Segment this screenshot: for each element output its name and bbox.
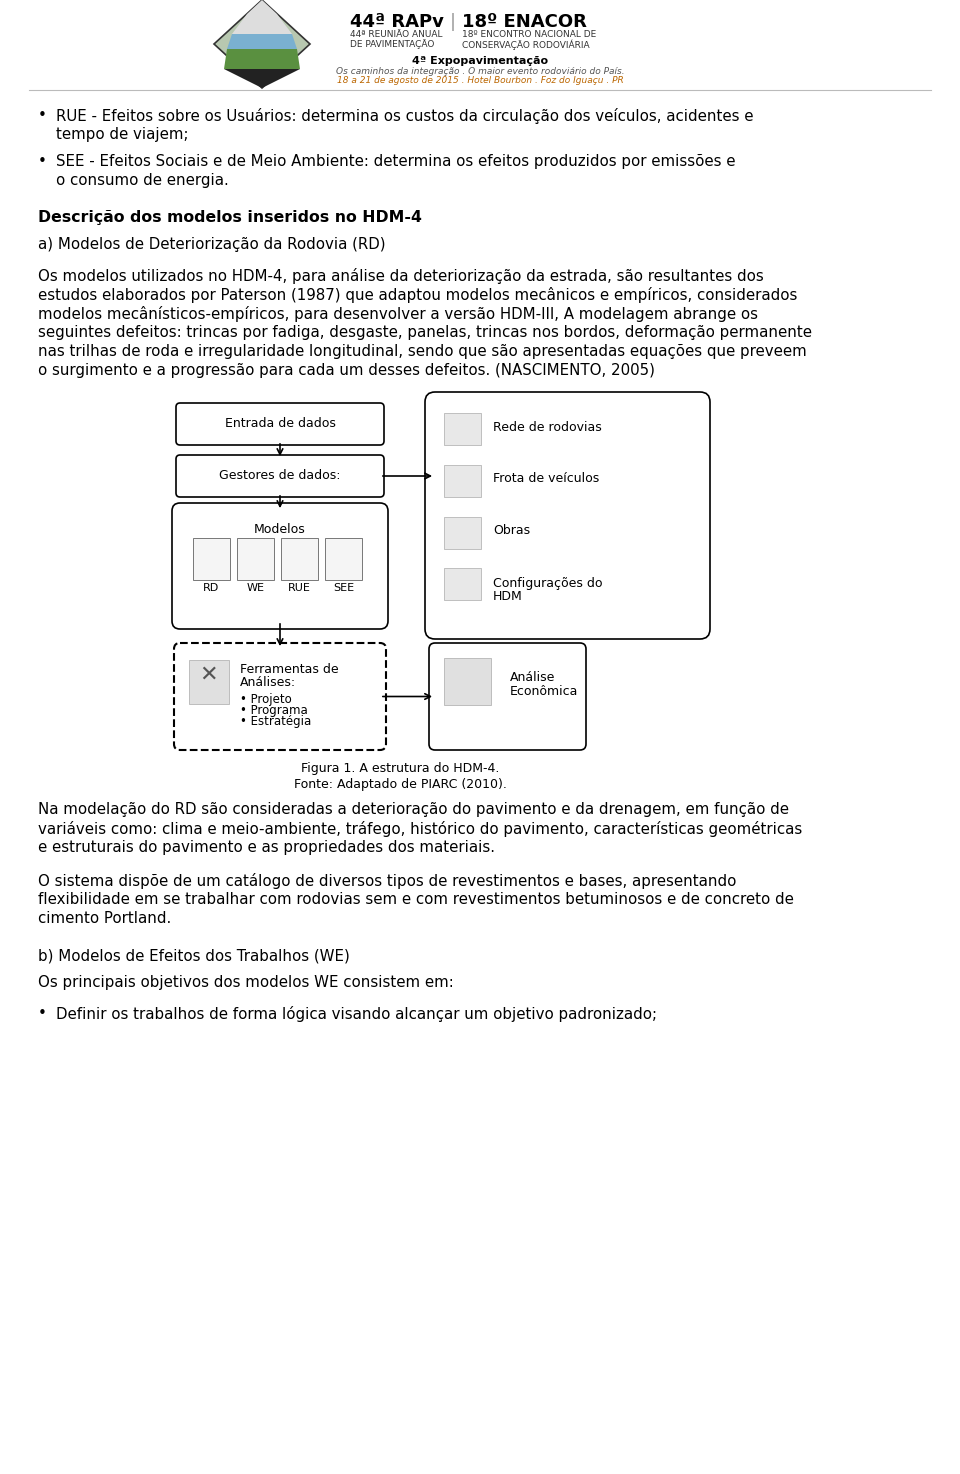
Text: ✕: ✕ — [200, 665, 218, 685]
Text: e estruturais do pavimento e as propriedades dos materiais.: e estruturais do pavimento e as propried… — [38, 840, 495, 855]
Polygon shape — [224, 49, 300, 69]
Text: nas trilhas de roda e irregularidade longitudinal, sendo que são apresentadas eq: nas trilhas de roda e irregularidade lon… — [38, 343, 806, 360]
Text: Gestores de dados:: Gestores de dados: — [219, 469, 341, 482]
FancyBboxPatch shape — [444, 413, 481, 445]
Text: seguintes defeitos: trincas por fadiga, desgaste, panelas, trincas nos bordos, d: seguintes defeitos: trincas por fadiga, … — [38, 324, 812, 340]
Text: 44ª RAPv: 44ª RAPv — [350, 13, 444, 31]
Text: RUE: RUE — [288, 584, 311, 593]
Text: estudos elaborados por Paterson (1987) que adaptou modelos mecânicos e empíricos: estudos elaborados por Paterson (1987) q… — [38, 287, 798, 304]
Text: Rede de rodovias: Rede de rodovias — [493, 420, 602, 433]
Text: cimento Portland.: cimento Portland. — [38, 911, 171, 926]
Polygon shape — [224, 69, 300, 88]
Text: Os principais objetivos dos modelos WE consistem em:: Os principais objetivos dos modelos WE c… — [38, 974, 454, 991]
Text: Econômica: Econômica — [510, 684, 578, 697]
Text: DE PAVIMENTAÇÃO: DE PAVIMENTAÇÃO — [350, 38, 434, 49]
Text: Fonte: Adaptado de PIARC (2010).: Fonte: Adaptado de PIARC (2010). — [294, 778, 507, 792]
FancyBboxPatch shape — [176, 402, 384, 445]
Text: HDM: HDM — [493, 590, 523, 603]
FancyBboxPatch shape — [176, 455, 384, 497]
Text: tempo de viajem;: tempo de viajem; — [56, 127, 188, 142]
Text: Configurações do: Configurações do — [493, 578, 603, 590]
Text: WE: WE — [247, 584, 265, 593]
FancyBboxPatch shape — [281, 538, 318, 579]
Text: Figura 1. A estrutura do HDM-4.: Figura 1. A estrutura do HDM-4. — [300, 762, 499, 775]
Text: •: • — [38, 153, 47, 170]
Text: SEE - Efeitos Sociais e de Meio Ambiente: determina os efeitos produzidos por em: SEE - Efeitos Sociais e de Meio Ambiente… — [56, 153, 735, 170]
Text: flexibilidade em se trabalhar com rodovias sem e com revestimentos betuminosos e: flexibilidade em se trabalhar com rodovi… — [38, 892, 794, 907]
Text: •: • — [38, 1005, 47, 1021]
FancyBboxPatch shape — [444, 657, 491, 705]
Text: Frota de veículos: Frota de veículos — [493, 472, 599, 485]
Text: Obras: Obras — [493, 523, 530, 537]
Text: Análise: Análise — [510, 671, 556, 684]
FancyBboxPatch shape — [429, 643, 586, 750]
Text: Os modelos utilizados no HDM-4, para análise da deteriorização da estrada, são r: Os modelos utilizados no HDM-4, para aná… — [38, 268, 764, 284]
Text: 44ª REUNIÃO ANUAL: 44ª REUNIÃO ANUAL — [350, 29, 443, 38]
Text: modelos mecânísticos-empíricos, para desenvolver a versão HDM-III, A modelagem a: modelos mecânísticos-empíricos, para des… — [38, 307, 758, 321]
FancyBboxPatch shape — [193, 538, 230, 579]
Text: |: | — [450, 13, 456, 31]
FancyBboxPatch shape — [444, 464, 481, 497]
Text: • Projeto: • Projeto — [240, 693, 292, 706]
Text: Os caminhos da integração . O maior evento rodoviário do País.: Os caminhos da integração . O maior even… — [336, 66, 624, 77]
Text: Na modelação do RD são consideradas a deterioração do pavimento e da drenagem, e: Na modelação do RD são consideradas a de… — [38, 802, 789, 817]
Text: SEE: SEE — [333, 584, 354, 593]
FancyBboxPatch shape — [425, 392, 710, 640]
Polygon shape — [232, 0, 292, 34]
FancyBboxPatch shape — [189, 660, 229, 705]
Text: Modelos: Modelos — [254, 523, 306, 537]
Text: 18º ENCONTRO NACIONAL DE: 18º ENCONTRO NACIONAL DE — [462, 29, 596, 38]
Text: •: • — [38, 108, 47, 122]
Text: Definir os trabalhos de forma lógica visando alcançar um objetivo padronizado;: Definir os trabalhos de forma lógica vis… — [56, 1005, 657, 1021]
FancyBboxPatch shape — [172, 503, 388, 629]
Text: 18 a 21 de agosto de 2015 . Hotel Bourbon . Foz do Iguaçu . PR: 18 a 21 de agosto de 2015 . Hotel Bourbo… — [337, 77, 623, 85]
Text: CONSERVAÇÃO RODOVIÁRIA: CONSERVAÇÃO RODOVIÁRIA — [462, 38, 589, 50]
Text: • Programa: • Programa — [240, 705, 308, 716]
Polygon shape — [227, 34, 297, 49]
FancyBboxPatch shape — [444, 569, 481, 600]
Text: variáveis como: clima e meio-ambiente, tráfego, histórico do pavimento, caracter: variáveis como: clima e meio-ambiente, t… — [38, 821, 803, 837]
Text: o consumo de energia.: o consumo de energia. — [56, 172, 228, 189]
Polygon shape — [214, 0, 310, 88]
Text: a) Modelos de Deteriorização da Rodovia (RD): a) Modelos de Deteriorização da Rodovia … — [38, 237, 386, 252]
FancyBboxPatch shape — [325, 538, 362, 579]
Text: RUE - Efeitos sobre os Usuários: determina os custos da circulação dos veículos,: RUE - Efeitos sobre os Usuários: determi… — [56, 108, 754, 124]
Text: b) Modelos de Efeitos dos Trabalhos (WE): b) Modelos de Efeitos dos Trabalhos (WE) — [38, 948, 349, 963]
Text: o surgimento e a progressão para cada um desses defeitos. (NASCIMENTO, 2005): o surgimento e a progressão para cada um… — [38, 363, 655, 377]
FancyBboxPatch shape — [444, 516, 481, 548]
Text: 4ª Expopavimentação: 4ª Expopavimentação — [412, 56, 548, 66]
Text: • Estratégia: • Estratégia — [240, 715, 311, 728]
Text: Entrada de dados: Entrada de dados — [225, 417, 335, 429]
Text: RD: RD — [204, 584, 220, 593]
Text: O sistema dispõe de um catálogo de diversos tipos de revestimentos e bases, apre: O sistema dispõe de um catálogo de diver… — [38, 873, 736, 889]
FancyBboxPatch shape — [174, 643, 386, 750]
Text: Ferramentas de: Ferramentas de — [240, 663, 339, 677]
Text: 18º ENACOR: 18º ENACOR — [462, 13, 587, 31]
Text: Descrição dos modelos inseridos no HDM-4: Descrição dos modelos inseridos no HDM-4 — [38, 209, 421, 226]
FancyBboxPatch shape — [237, 538, 274, 579]
Text: Análises:: Análises: — [240, 677, 296, 688]
